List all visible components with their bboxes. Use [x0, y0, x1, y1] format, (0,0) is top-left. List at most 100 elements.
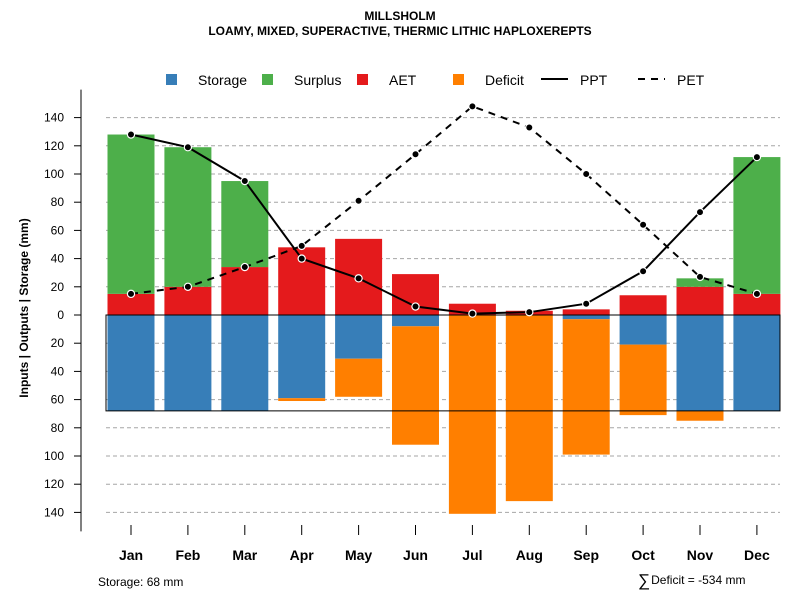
bar-surplus-jan: [107, 134, 155, 294]
bar-storage-sep: [562, 315, 610, 320]
bar-aet-jan: [107, 293, 155, 315]
ppt-line-point-sep: [582, 299, 591, 308]
bar-aet-mar: [221, 267, 269, 315]
x-tick-label-may: May: [345, 547, 372, 563]
bar-deficit-sep: [562, 319, 610, 455]
legend-swatch-aet: [357, 74, 368, 85]
legend-label-aet: AET: [389, 72, 417, 88]
ppt-line-point-dec: [752, 152, 762, 162]
x-tick-label-jul: Jul: [462, 547, 482, 563]
pet-line-point-jan: [126, 289, 136, 299]
x-tick-label-nov: Nov: [687, 547, 714, 563]
ppt-line-point-jan: [126, 130, 136, 139]
x-tick-label-jan: Jan: [119, 547, 143, 563]
pet-line-point-nov: [695, 272, 705, 282]
ppt-line-point-jun: [411, 302, 420, 311]
legend-swatch-surplus: [262, 74, 273, 85]
y-axis-label: Inputs | Outputs | Storage (mm): [17, 218, 31, 397]
bar-surplus-feb: [164, 147, 212, 287]
pet-line-point-feb: [183, 282, 193, 291]
bar-aet-feb: [164, 286, 212, 315]
x-tick-label-apr: Apr: [290, 547, 315, 563]
bar-surplus-nov: [676, 278, 724, 287]
ppt-line: [130, 133, 758, 315]
bar-storage-nov: [676, 315, 724, 411]
pet-line-point-sep: [582, 169, 591, 179]
bar-storage-feb: [164, 315, 212, 411]
bar-aet-jul: [448, 303, 496, 315]
bar-deficit-nov: [676, 410, 724, 421]
ppt-line-point-feb: [183, 143, 193, 152]
deficit-footnote: ∑Deficit = -534 mm: [638, 571, 745, 591]
bar-aet-dec: [733, 293, 781, 315]
bar-aet-oct: [619, 295, 667, 315]
pet-line-point-jun: [411, 150, 420, 159]
pet-line-point-dec: [752, 289, 762, 299]
legend-label-storage: Storage: [198, 72, 247, 88]
y-tick-label: 80: [51, 421, 65, 435]
y-tick-label: 80: [51, 195, 65, 209]
legend-label-ppt: PPT: [580, 72, 608, 88]
y-tick-label: 120: [44, 139, 64, 153]
bar-storage-jun: [392, 315, 439, 327]
chart-title: MILLSHOLM: [364, 9, 436, 23]
bar-surplus-mar: [221, 181, 269, 268]
bar-deficit-jun: [392, 326, 439, 445]
deficit-total: Deficit = -534 mm: [651, 573, 746, 587]
x-tick-label-feb: Feb: [175, 547, 200, 563]
ppt-line-point-aug: [525, 307, 534, 317]
bar-aet-nov: [676, 286, 724, 315]
x-tick-label-jun: Jun: [403, 547, 428, 563]
bar-deficit-apr: [278, 398, 326, 402]
bar-deficit-may: [335, 358, 383, 397]
legend-label-surplus: Surplus: [294, 72, 341, 88]
bar-storage-jan: [107, 315, 155, 411]
bar-storage-apr: [278, 315, 326, 399]
bar-storage-dec: [733, 315, 781, 411]
storage-footnote: Storage: 68 mm: [98, 575, 184, 589]
y-tick-label: 120: [44, 477, 64, 491]
ppt-line-point-jul: [468, 309, 477, 318]
ppt-line-point-may: [354, 274, 363, 283]
legend-swatch-deficit: [453, 74, 464, 85]
ppt-line-point-mar: [240, 176, 249, 186]
x-tick-label-dec: Dec: [744, 547, 770, 563]
y-tick-label: 100: [44, 449, 64, 463]
sigma-icon: ∑: [638, 571, 651, 590]
ppt-line-point-oct: [638, 267, 648, 276]
bar-deficit-oct: [619, 344, 667, 416]
bar-storage-oct: [619, 315, 667, 345]
pet-line-point-oct: [638, 220, 648, 229]
legend-swatch-storage: [166, 74, 177, 85]
y-tick-label: 140: [44, 111, 64, 125]
x-tick-label-oct: Oct: [631, 547, 655, 563]
bar-storage-mar: [221, 315, 269, 411]
pet-line-point-aug: [525, 123, 534, 132]
legend-label-pet: PET: [677, 72, 705, 88]
bar-deficit-jul: [448, 315, 496, 514]
y-tick-label: 60: [51, 223, 65, 237]
x-tick-label-sep: Sep: [573, 547, 599, 563]
ppt-line-point-nov: [695, 207, 705, 217]
y-tick-label: 20: [51, 280, 65, 294]
y-tick-label: 40: [51, 364, 65, 378]
y-tick-label: 60: [51, 393, 65, 407]
pet-line-point-may: [354, 196, 363, 205]
y-tick-label: 0: [57, 308, 64, 322]
pet-line-point-apr: [297, 241, 306, 251]
pet-line-point-mar: [240, 262, 249, 272]
x-tick-label-mar: Mar: [232, 547, 257, 563]
chart-subtitle: LOAMY, MIXED, SUPERACTIVE, THERMIC LITHI…: [208, 24, 592, 38]
y-tick-label: 20: [51, 336, 65, 350]
pet-line: [130, 105, 758, 295]
bar-aet-sep: [562, 309, 610, 315]
bar-storage-may: [335, 315, 383, 359]
y-tick-label: 40: [51, 252, 65, 266]
storage-capacity-box: [105, 314, 781, 412]
y-tick-label: 100: [44, 167, 64, 181]
bar-deficit-aug: [505, 315, 553, 502]
y-tick-label: 140: [44, 505, 64, 519]
pet-line-point-jul: [468, 102, 477, 111]
bar-surplus-dec: [733, 157, 781, 294]
